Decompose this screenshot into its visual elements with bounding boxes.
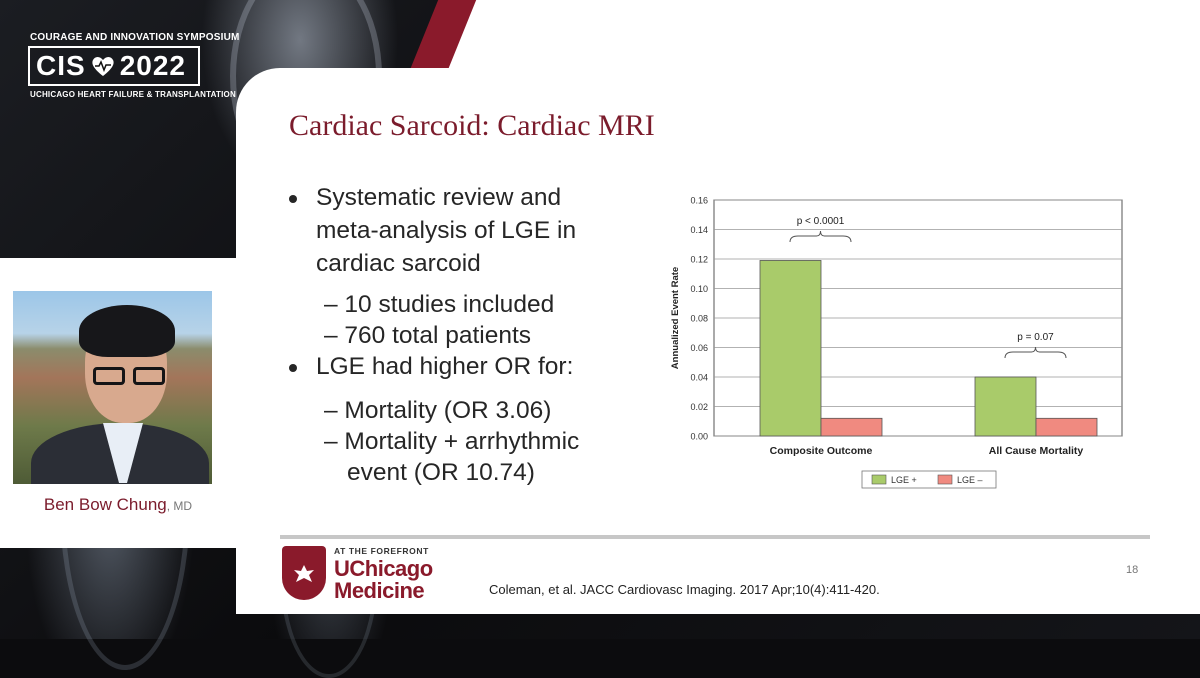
logo-line2: Medicine: [334, 578, 425, 603]
y-tick-label: 0.16: [690, 196, 708, 206]
legend-label: LGE +: [891, 475, 917, 485]
footer-rule: [280, 535, 1150, 539]
symposium-logo: COURAGE AND INNOVATION SYMPOSIUM CIS 202…: [22, 32, 239, 104]
sub-bullet: – 10 studies included: [324, 291, 555, 318]
y-tick-label: 0.00: [690, 432, 708, 442]
logo-tagline: AT THE FOREFRONT: [334, 546, 429, 556]
speaker-hair: [79, 305, 175, 357]
slide-top-strip: [448, 0, 1200, 68]
bullet-dot: [289, 195, 297, 203]
p-value-label: p = 0.07: [1017, 332, 1054, 343]
page-number: 18: [1126, 564, 1139, 576]
bullet-line: LGE had higher OR for:: [316, 353, 574, 380]
speaker-name: Ben Bow Chung, MD: [0, 495, 236, 515]
bullet-line: meta-analysis of LGE in: [316, 217, 577, 244]
phoenix-icon: [294, 565, 314, 582]
y-tick-label: 0.14: [690, 225, 708, 235]
bullet-line: cardiac sarcoid: [316, 250, 481, 277]
cis-label: CIS: [36, 50, 86, 81]
sub-bullet: – Mortality + arrhythmic: [324, 428, 580, 455]
bar: [759, 260, 822, 437]
speaker-video: [13, 291, 212, 484]
significance-brace: [1004, 346, 1067, 359]
shield-icon: [282, 546, 326, 600]
heart-icon: [90, 53, 116, 79]
y-tick-label: 0.08: [690, 314, 708, 324]
bullet-line: Systematic review and: [316, 184, 562, 211]
glasses-icon: [91, 367, 169, 387]
p-value-label: p < 0.0001: [797, 216, 845, 227]
x-category-label: All Cause Mortality: [989, 445, 1084, 457]
y-axis-label: Annualized Event Rate: [670, 267, 681, 369]
cis-badge: CIS 2022: [28, 46, 200, 86]
symposium-footer: UCHICAGO HEART FAILURE & TRANSPLANTATION: [30, 90, 236, 99]
citation: Coleman, et al. JACC Cardiovasc Imaging.…: [489, 582, 880, 597]
speaker-name-text: Ben Bow Chung: [43, 495, 167, 514]
y-tick-label: 0.02: [690, 402, 708, 412]
event-rate-chart: 0.00 0.02 0.04 0.06 0.08 0.10 0.12 0.14 0.16 Annu…: [670, 196, 1123, 489]
y-tick-label: 0.04: [690, 373, 708, 383]
uchicago-medicine-logo: AT THE FOREFRONT UChicago Medicine: [282, 546, 452, 604]
significance-brace: [789, 230, 852, 243]
legend-label: LGE –: [957, 475, 983, 485]
logo-line1: UChicago: [334, 556, 433, 581]
legend-swatch: [871, 474, 887, 485]
symposium-header: COURAGE AND INNOVATION SYMPOSIUM: [30, 32, 240, 43]
bar: [1035, 417, 1098, 437]
speaker-suffix: , MD: [166, 499, 193, 513]
y-tick-label: 0.06: [690, 343, 708, 353]
legend-box: [861, 470, 997, 489]
bar: [974, 376, 1037, 437]
x-category-label: Composite Outcome: [770, 445, 873, 457]
legend-swatch: [937, 474, 953, 485]
bullet-dot: [289, 364, 297, 372]
sub-bullet: – Mortality (OR 3.06): [324, 397, 552, 424]
bar: [820, 417, 883, 437]
sub-bullet: – 760 total patients: [324, 322, 532, 349]
y-tick-label: 0.12: [690, 255, 708, 265]
cis-year: 2022: [119, 50, 186, 81]
y-tick-label: 0.10: [690, 284, 708, 294]
slide-title: Cardiac Sarcoid: Cardiac MRI: [289, 109, 655, 142]
sub-bullet: event (OR 10.74): [347, 459, 535, 486]
